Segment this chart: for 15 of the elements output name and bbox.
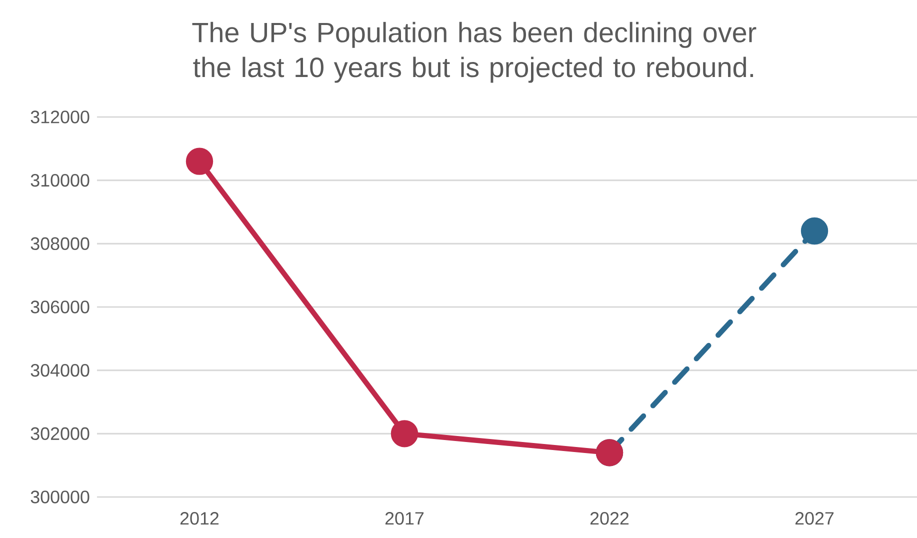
x-tick-label: 2027 — [795, 512, 834, 525]
point — [390, 420, 418, 448]
y-tick-label: 312000 — [30, 110, 90, 124]
x-tick-label: 2022 — [590, 512, 629, 525]
y-tick-label: 302000 — [30, 427, 90, 440]
x-tick-label: 2012 — [180, 512, 219, 525]
y-tick-label: 306000 — [30, 300, 90, 314]
y-tick-label: 304000 — [30, 364, 90, 377]
x-tick-label: 2017 — [385, 512, 424, 525]
point — [800, 217, 828, 245]
y-tick-label: 300000 — [30, 490, 90, 504]
y-tick-label: 310000 — [30, 174, 90, 187]
y-tick-label: 308000 — [30, 237, 90, 250]
chart-title: The UP's Population has been declining over the last 10 years but is projected to rebound. — [192, 22, 756, 83]
point — [186, 148, 214, 175]
